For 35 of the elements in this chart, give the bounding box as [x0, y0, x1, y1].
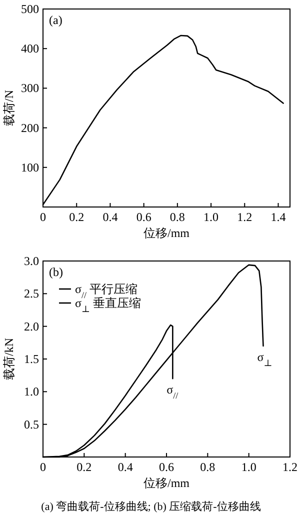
y-tick-label: 500: [21, 2, 39, 16]
x-tick-label: 0.8: [200, 460, 216, 474]
chart-title: (a): [49, 13, 62, 27]
x-tick-label: 0.6: [159, 460, 174, 474]
y-tick-label: 400: [21, 42, 39, 56]
y-tick-label: 2.5: [24, 286, 39, 301]
x-tick-label: 0.6: [136, 210, 152, 224]
y-tick-label: 0.5: [24, 417, 39, 432]
x-tick-label: 0.2: [76, 460, 92, 474]
x-tick-label: 1.2: [282, 460, 298, 474]
y-axis-title: 载荷/N: [2, 90, 16, 126]
y-tick-label: 1.5: [24, 352, 39, 366]
y-axis-title: 载荷/kN: [2, 338, 16, 380]
y-tick-label: 200: [21, 120, 39, 135]
x-tick-label: 1.4: [270, 210, 286, 224]
x-tick-label: 0.4: [102, 210, 118, 224]
x-axis-title: 位移/mm: [143, 226, 190, 240]
x-axis-title: 位移/mm: [143, 476, 190, 490]
x-tick-label: 1.2: [237, 210, 252, 224]
annotation: σ$_{⊥}$: [257, 350, 272, 368]
x-tick-label: 1.0: [241, 460, 256, 474]
x-tick-label: 0.4: [118, 460, 133, 474]
x-tick-label: 0.2: [69, 210, 84, 224]
annotation: σ$_{//}$: [166, 382, 179, 401]
x-tick-label: 0.8: [170, 210, 185, 224]
y-tick-label: 1.0: [24, 384, 39, 399]
y-tick-label: 3.0: [24, 254, 39, 268]
y-tick-label: 300: [21, 81, 39, 96]
x-tick-label: 0: [40, 210, 46, 224]
x-tick-label: 0: [40, 460, 46, 474]
x-tick-label: 1.0: [204, 210, 219, 224]
y-tick-label: 2.0: [24, 319, 39, 334]
chart-title: (b): [49, 265, 63, 279]
text: (a) 弯曲载荷-位移曲线; (b) 压缩载荷-位移曲线: [41, 500, 261, 513]
y-tick-label: 100: [21, 160, 39, 174]
